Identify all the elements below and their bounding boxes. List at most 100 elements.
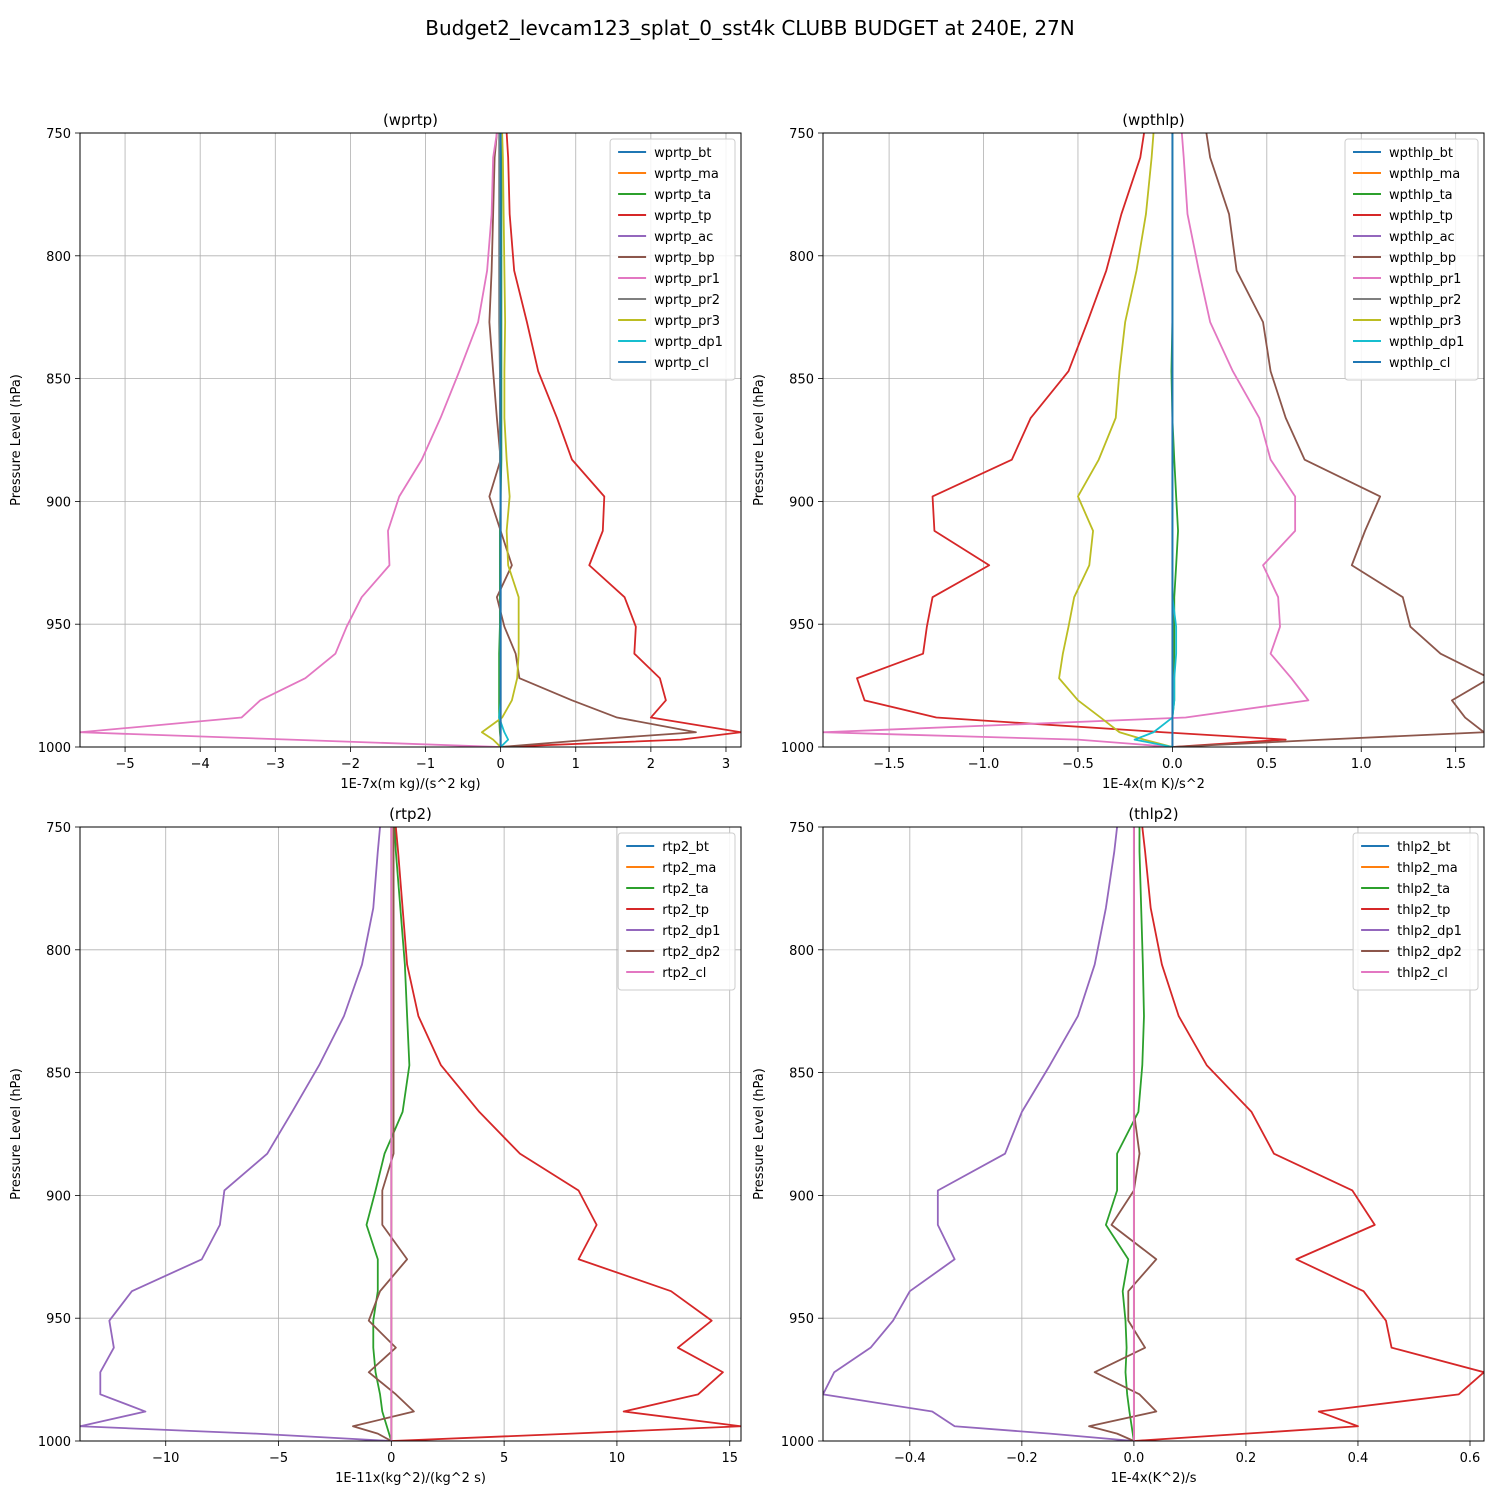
legend-entry-rtp2_dp2: rtp2_dp2 <box>662 945 720 960</box>
series-group <box>80 133 741 747</box>
y-tick-label: 800 <box>46 250 71 265</box>
series-line-wpthlp_pr3 <box>1058 133 1173 747</box>
x-axis-label: 1E-4x(K^2)/s <box>1110 1471 1196 1486</box>
plot-frame <box>79 826 742 1442</box>
x-tick-label: 2 <box>647 757 655 772</box>
legend-entry-rtp2_tp: rtp2_tp <box>662 903 709 918</box>
series-line-wpthlp_bp <box>1172 133 1484 747</box>
y-tick-label: 800 <box>789 944 814 959</box>
legend-entry-thlp2_dp1: thlp2_dp1 <box>1397 924 1462 939</box>
legend-entry-rtp2_dp1: rtp2_dp1 <box>662 924 720 939</box>
legend: thlp2_bt thlp2_ma thlp2_ta thlp2_tp thlp2_dp… <box>1352 832 1479 991</box>
x-tick-label: 1 <box>572 757 580 772</box>
y-tick-label: 750 <box>789 127 814 142</box>
series-line-thlp2_dp2 <box>1088 827 1158 1441</box>
x-tick-label: −10 <box>152 1451 179 1466</box>
y-tick-label: 950 <box>789 618 814 633</box>
x-tick-label: 0.5 <box>1256 757 1277 772</box>
legend-entry-wprtp_ma: wprtp_ma <box>654 167 719 182</box>
series-line-thlp2_tp <box>1133 827 1484 1441</box>
figure-title: Budget2_levcam123_splat_0_sst4k CLUBB BU… <box>425 16 1075 40</box>
legend-entry-thlp2_ma: thlp2_ma <box>1397 861 1458 876</box>
legend-entry-wprtp_tp: wprtp_tp <box>654 209 711 224</box>
x-tick-label: 0.2 <box>1236 1451 1257 1466</box>
legend-entry-wprtp_pr1: wprtp_pr1 <box>654 272 720 287</box>
series-group <box>823 827 1484 1441</box>
panel-title: (wprtp) <box>383 111 438 129</box>
plot-frame <box>822 826 1485 1442</box>
series-line-rtp2_dp1 <box>80 827 392 1441</box>
y-axis-label: Pressure Level (hPa) <box>9 1068 24 1200</box>
y-tick-label: 850 <box>789 1067 814 1082</box>
x-tick-label: −3 <box>266 757 285 772</box>
panel-title: (rtp2) <box>389 805 432 823</box>
x-tick-label: −1.0 <box>968 757 1000 772</box>
y-tick-label: 850 <box>46 373 71 388</box>
x-tick-label: −5 <box>269 1451 288 1466</box>
x-tick-label: 5 <box>500 1451 508 1466</box>
series-line-wpthlp_tp <box>856 133 1287 747</box>
series-line-wprtp_pr1 <box>80 133 501 747</box>
x-tick-label: −0.2 <box>1006 1451 1038 1466</box>
series-line-wprtp_bp <box>488 133 697 747</box>
y-tick-label: 1000 <box>38 741 71 756</box>
legend-entry-wpthlp_ma: wpthlp_ma <box>1389 167 1460 182</box>
legend-entry-rtp2_ma: rtp2_ma <box>662 861 716 876</box>
legend-entry-thlp2_bt: thlp2_bt <box>1397 840 1450 855</box>
x-tick-label: −1.5 <box>873 757 905 772</box>
legend-entry-wprtp_pr3: wprtp_pr3 <box>654 314 720 329</box>
series-line-wpthlp_pr1 <box>823 133 1310 747</box>
x-tick-label: 0.0 <box>1124 1451 1145 1466</box>
x-tick-label: 0 <box>387 1451 395 1466</box>
series-line-thlp2_ta <box>1104 827 1145 1441</box>
y-tick-label: 1000 <box>781 1435 814 1450</box>
legend-entry-thlp2_cl: thlp2_cl <box>1397 966 1448 981</box>
x-tick-label: 3 <box>722 757 730 772</box>
legend-entry-wprtp_ac: wprtp_ac <box>654 230 713 245</box>
x-axis-label: 1E-7x(m kg)/(s^2 kg) <box>340 777 480 792</box>
x-axis-label: 1E-4x(m K)/s^2 <box>1102 777 1205 792</box>
y-tick-label: 900 <box>789 1189 814 1204</box>
x-tick-label: −1 <box>416 757 435 772</box>
y-tick-label: 850 <box>46 1067 71 1082</box>
series-group <box>80 827 741 1441</box>
legend-entry-wpthlp_pr3: wpthlp_pr3 <box>1389 314 1461 329</box>
legend-entry-thlp2_ta: thlp2_ta <box>1397 882 1450 897</box>
legend-entry-wprtp_bt: wprtp_bt <box>654 146 711 161</box>
chart-panel-2: −10 −5 0 5 10 15 750 800 850 900 950 1000 (rtp2) 1E-1… <box>9 805 742 1486</box>
y-tick-label: 750 <box>789 821 814 836</box>
series-line-wpthlp_dp1 <box>1133 133 1178 747</box>
series-line-rtp2_ta <box>365 827 411 1441</box>
y-tick-label: 850 <box>789 373 814 388</box>
y-tick-label: 750 <box>46 127 71 142</box>
series-line-wprtp_pr3 <box>480 133 520 747</box>
y-tick-label: 950 <box>789 1312 814 1327</box>
x-tick-label: −4 <box>191 757 210 772</box>
plot-frame <box>822 132 1485 748</box>
legend-entry-wprtp_cl: wprtp_cl <box>654 356 709 371</box>
y-tick-label: 900 <box>46 495 71 510</box>
x-tick-label: 10 <box>609 1451 626 1466</box>
series-line-rtp2_tp <box>391 827 741 1441</box>
series-line-wprtp_tp <box>500 133 741 747</box>
x-tick-label: −0.5 <box>1062 757 1094 772</box>
legend-entry-rtp2_bt: rtp2_bt <box>662 840 709 855</box>
legend-entry-wpthlp_tp: wpthlp_tp <box>1389 209 1453 224</box>
legend-entry-wpthlp_bp: wpthlp_bp <box>1389 251 1456 266</box>
y-axis-label: Pressure Level (hPa) <box>9 374 24 506</box>
y-tick-label: 750 <box>46 821 71 836</box>
x-tick-label: −5 <box>115 757 134 772</box>
y-tick-label: 1000 <box>781 741 814 756</box>
x-tick-label: 1.0 <box>1351 757 1372 772</box>
y-tick-label: 800 <box>46 944 71 959</box>
x-axis-label: 1E-11x(kg^2)/(kg^2 s) <box>335 1471 486 1486</box>
panel-title: (wpthlp) <box>1122 111 1185 129</box>
y-axis-label: Pressure Level (hPa) <box>752 1068 767 1200</box>
legend: wprtp_bt wprtp_ma wprtp_ta wprtp_tp wprtp_ac… <box>609 138 736 381</box>
x-tick-label: −2 <box>341 757 360 772</box>
plot-frame <box>79 132 742 748</box>
legend-entry-wpthlp_bt: wpthlp_bt <box>1389 146 1453 161</box>
legend-entry-wpthlp_ac: wpthlp_ac <box>1389 230 1455 245</box>
y-tick-label: 950 <box>46 618 71 633</box>
